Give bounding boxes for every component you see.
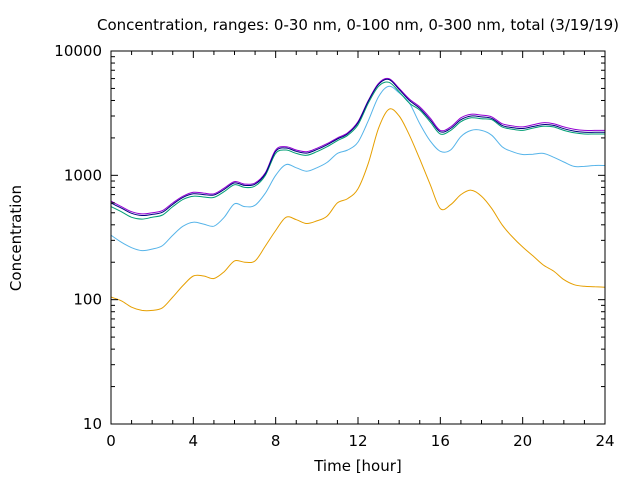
y-axis: 10 100 1000 10000: [54, 42, 605, 433]
series-line-3: [110, 81, 605, 220]
y-axis-title: Concentration: [7, 185, 25, 291]
y-tick-label: 10000: [54, 42, 102, 60]
y-tick-label: 10: [83, 415, 102, 433]
x-tick-label: 20: [513, 432, 532, 450]
series-line-4: [110, 77, 605, 215]
x-tick-label: 16: [431, 432, 450, 450]
series-line-5: [110, 78, 605, 217]
x-axis-title: Time [hour]: [313, 457, 402, 475]
series-layer: [110, 77, 606, 312]
chart-title: Concentration, ranges: 0-30 nm, 0-100 nm…: [97, 16, 619, 34]
x-tick-label: 4: [189, 432, 199, 450]
x-tick-label: 0: [106, 432, 116, 450]
series-line-1: [110, 108, 606, 312]
x-tick-label: 12: [348, 432, 367, 450]
x-axis: 0 4 8 12 16 20 24: [106, 51, 615, 450]
x-tick-label: 24: [595, 432, 614, 450]
x-tick-label: 8: [271, 432, 281, 450]
plot-frame: [110, 50, 606, 425]
y-tick-label: 100: [73, 291, 102, 309]
series-line-2: [110, 85, 606, 252]
y-tick-label: 1000: [64, 166, 102, 184]
